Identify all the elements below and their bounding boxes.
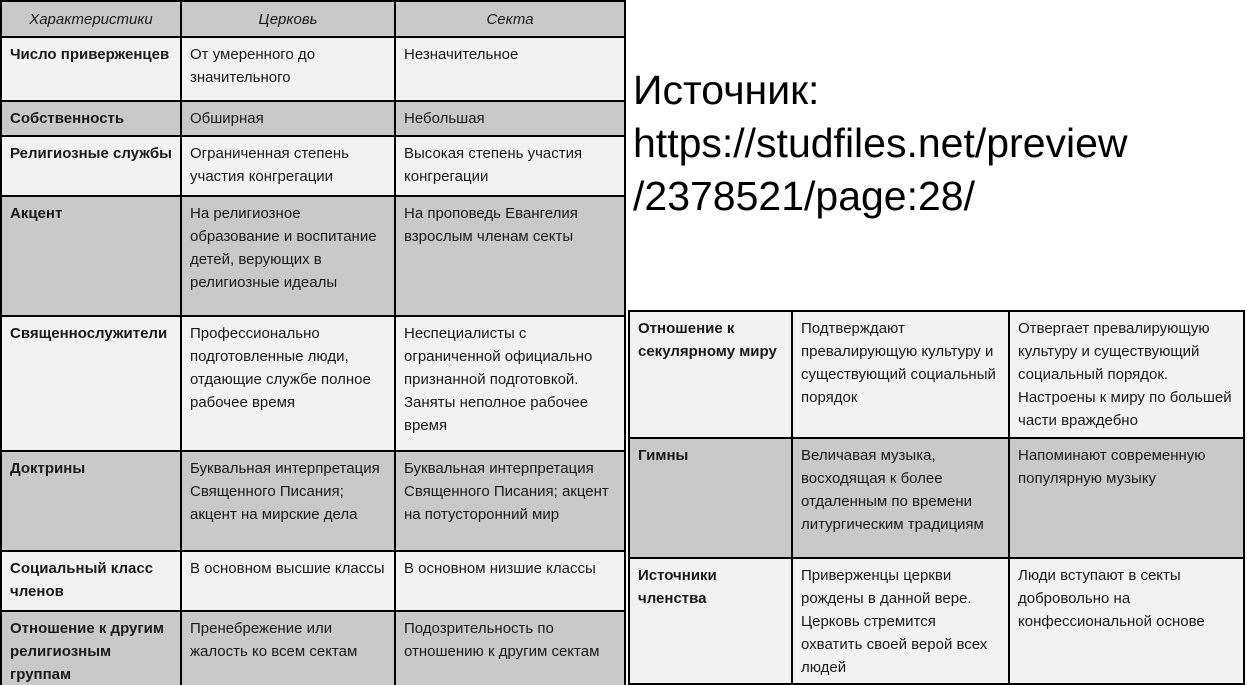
sect-cell: Люди вступают в секты добровольно на кон… [1008,557,1245,685]
church-cell: На религиозное образование и воспитание … [180,195,396,317]
feature-cell: Источники членства [628,557,793,685]
table-row: Религиозные службы Ограниченная степень … [0,135,626,197]
source-note: Источник: https://studfiles.net/preview … [633,64,1243,223]
feature-cell: Собственность [0,100,182,137]
sect-cell: Небольшая [394,100,626,137]
sect-cell: Отвергает превалирующую культуру и сущес… [1008,310,1245,439]
sect-cell: Высокая степень участия конгрегации [394,135,626,197]
table-row: Источники членства Приверженцы церкви ро… [628,557,1245,685]
table-row: Социальный класс членов В основном высши… [0,550,626,612]
table-row: Отношение к другим религиозным группам П… [0,610,626,685]
church-cell: Профессионально подготовленные люди, отд… [180,315,396,452]
table-row: Отношение к секулярному миру Подтверждаю… [628,310,1245,439]
sect-cell: Напоминают современную популярную музыку [1008,437,1245,559]
feature-cell: Гимны [628,437,793,559]
church-cell: Величавая музыка, восходящая к более отд… [791,437,1010,559]
feature-cell: Число приверженцев [0,36,182,102]
feature-cell: Акцент [0,195,182,317]
sect-cell: На проповедь Евангелия взрослым членам с… [394,195,626,317]
feature-cell: Отношение к секулярному миру [628,310,793,439]
table-row: Число приверженцев От умеренного до знач… [0,36,626,102]
sect-cell: Буквальная интерпретация Священного Писа… [394,450,626,552]
table-row: Священнослужители Профессионально подгот… [0,315,626,452]
source-label: Источник: [633,67,820,113]
church-cell: Пренебрежение или жалость ко всем сектам [180,610,396,685]
church-cell: Приверженцы церкви рождены в данной вере… [791,557,1010,685]
feature-cell: Социальный класс членов [0,550,182,612]
sect-cell: Подозрительность по отношению к другим с… [394,610,626,685]
sect-cell: Неспециалисты с ограниченной официально … [394,315,626,452]
sect-cell: В основном низшие классы [394,550,626,612]
church-cell: Ограниченная степень участия конгрегации [180,135,396,197]
feature-cell: Доктрины [0,450,182,552]
source-url-line2: /2378521/page:28/ [633,173,975,219]
church-sect-comparison-table-right: Отношение к секулярному миру Подтверждаю… [628,310,1245,685]
church-sect-comparison-table-left: Характеристики Церковь Секта Число приве… [0,0,626,685]
header-characteristics: Характеристики [0,0,182,38]
header-church: Церковь [180,0,396,38]
church-cell: Подтверждают превалирующую культуру и су… [791,310,1010,439]
church-cell: В основном высшие классы [180,550,396,612]
table-header-row: Характеристики Церковь Секта [0,0,626,38]
table-row: Доктрины Буквальная интерпретация Священ… [0,450,626,552]
table-row: Гимны Величавая музыка, восходящая к бол… [628,437,1245,559]
header-sect: Секта [394,0,626,38]
church-cell: Буквальная интерпретация Священного Писа… [180,450,396,552]
feature-cell: Религиозные службы [0,135,182,197]
table-row: Акцент На религиозное образование и восп… [0,195,626,317]
church-cell: От умеренного до значительного [180,36,396,102]
feature-cell: Отношение к другим религиозным группам [0,610,182,685]
table-row: Собственность Обширная Небольшая [0,100,626,137]
church-cell: Обширная [180,100,396,137]
source-url-line1: https://studfiles.net/preview [633,120,1128,166]
sect-cell: Незначительное [394,36,626,102]
feature-cell: Священнослужители [0,315,182,452]
